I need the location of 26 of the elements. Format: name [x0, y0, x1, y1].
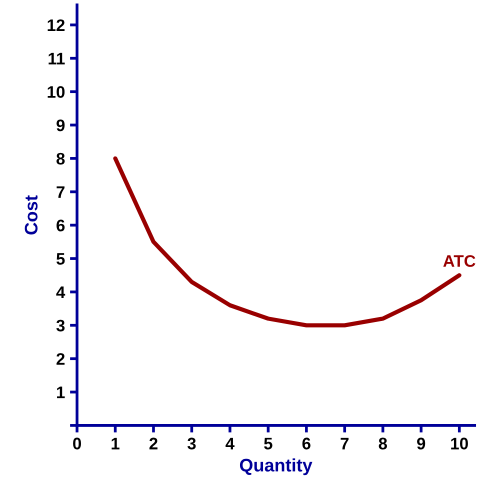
y-tick-label: 11 [48, 52, 65, 64]
y-axis-title: Cost [24, 195, 38, 234]
y-tick-label: 5 [56, 253, 65, 265]
y-tick-label: 4 [56, 286, 66, 298]
x-tick-label: 4 [226, 438, 235, 450]
x-tick-label: 8 [378, 438, 388, 450]
x-tick-label: 5 [264, 438, 272, 450]
y-tick-label: 3 [56, 320, 65, 332]
x-tick-label: 10 [451, 438, 468, 450]
x-axis-title: Quantity [240, 458, 312, 476]
y-tick-label: 2 [56, 353, 65, 365]
x-tick-label: 9 [417, 438, 426, 450]
y-tick-label: 9 [56, 119, 65, 132]
x-tick-label: 0 [73, 438, 81, 450]
y-tick-label: 12 [48, 19, 65, 31]
x-tick-label: 7 [340, 438, 349, 450]
x-tick-label: 6 [302, 438, 310, 450]
y-tick-label: 10 [48, 86, 65, 98]
series-label: ATC [443, 255, 476, 267]
y-tick-label: 6 [56, 220, 65, 232]
x-tick-label: 2 [149, 438, 158, 450]
y-tick-label: 7 [56, 186, 64, 198]
y-tick-label: 8 [56, 152, 65, 165]
y-tick-label: 1 [57, 386, 65, 398]
x-tick-label: 1 [112, 438, 120, 450]
x-tick-label: 3 [187, 438, 196, 450]
